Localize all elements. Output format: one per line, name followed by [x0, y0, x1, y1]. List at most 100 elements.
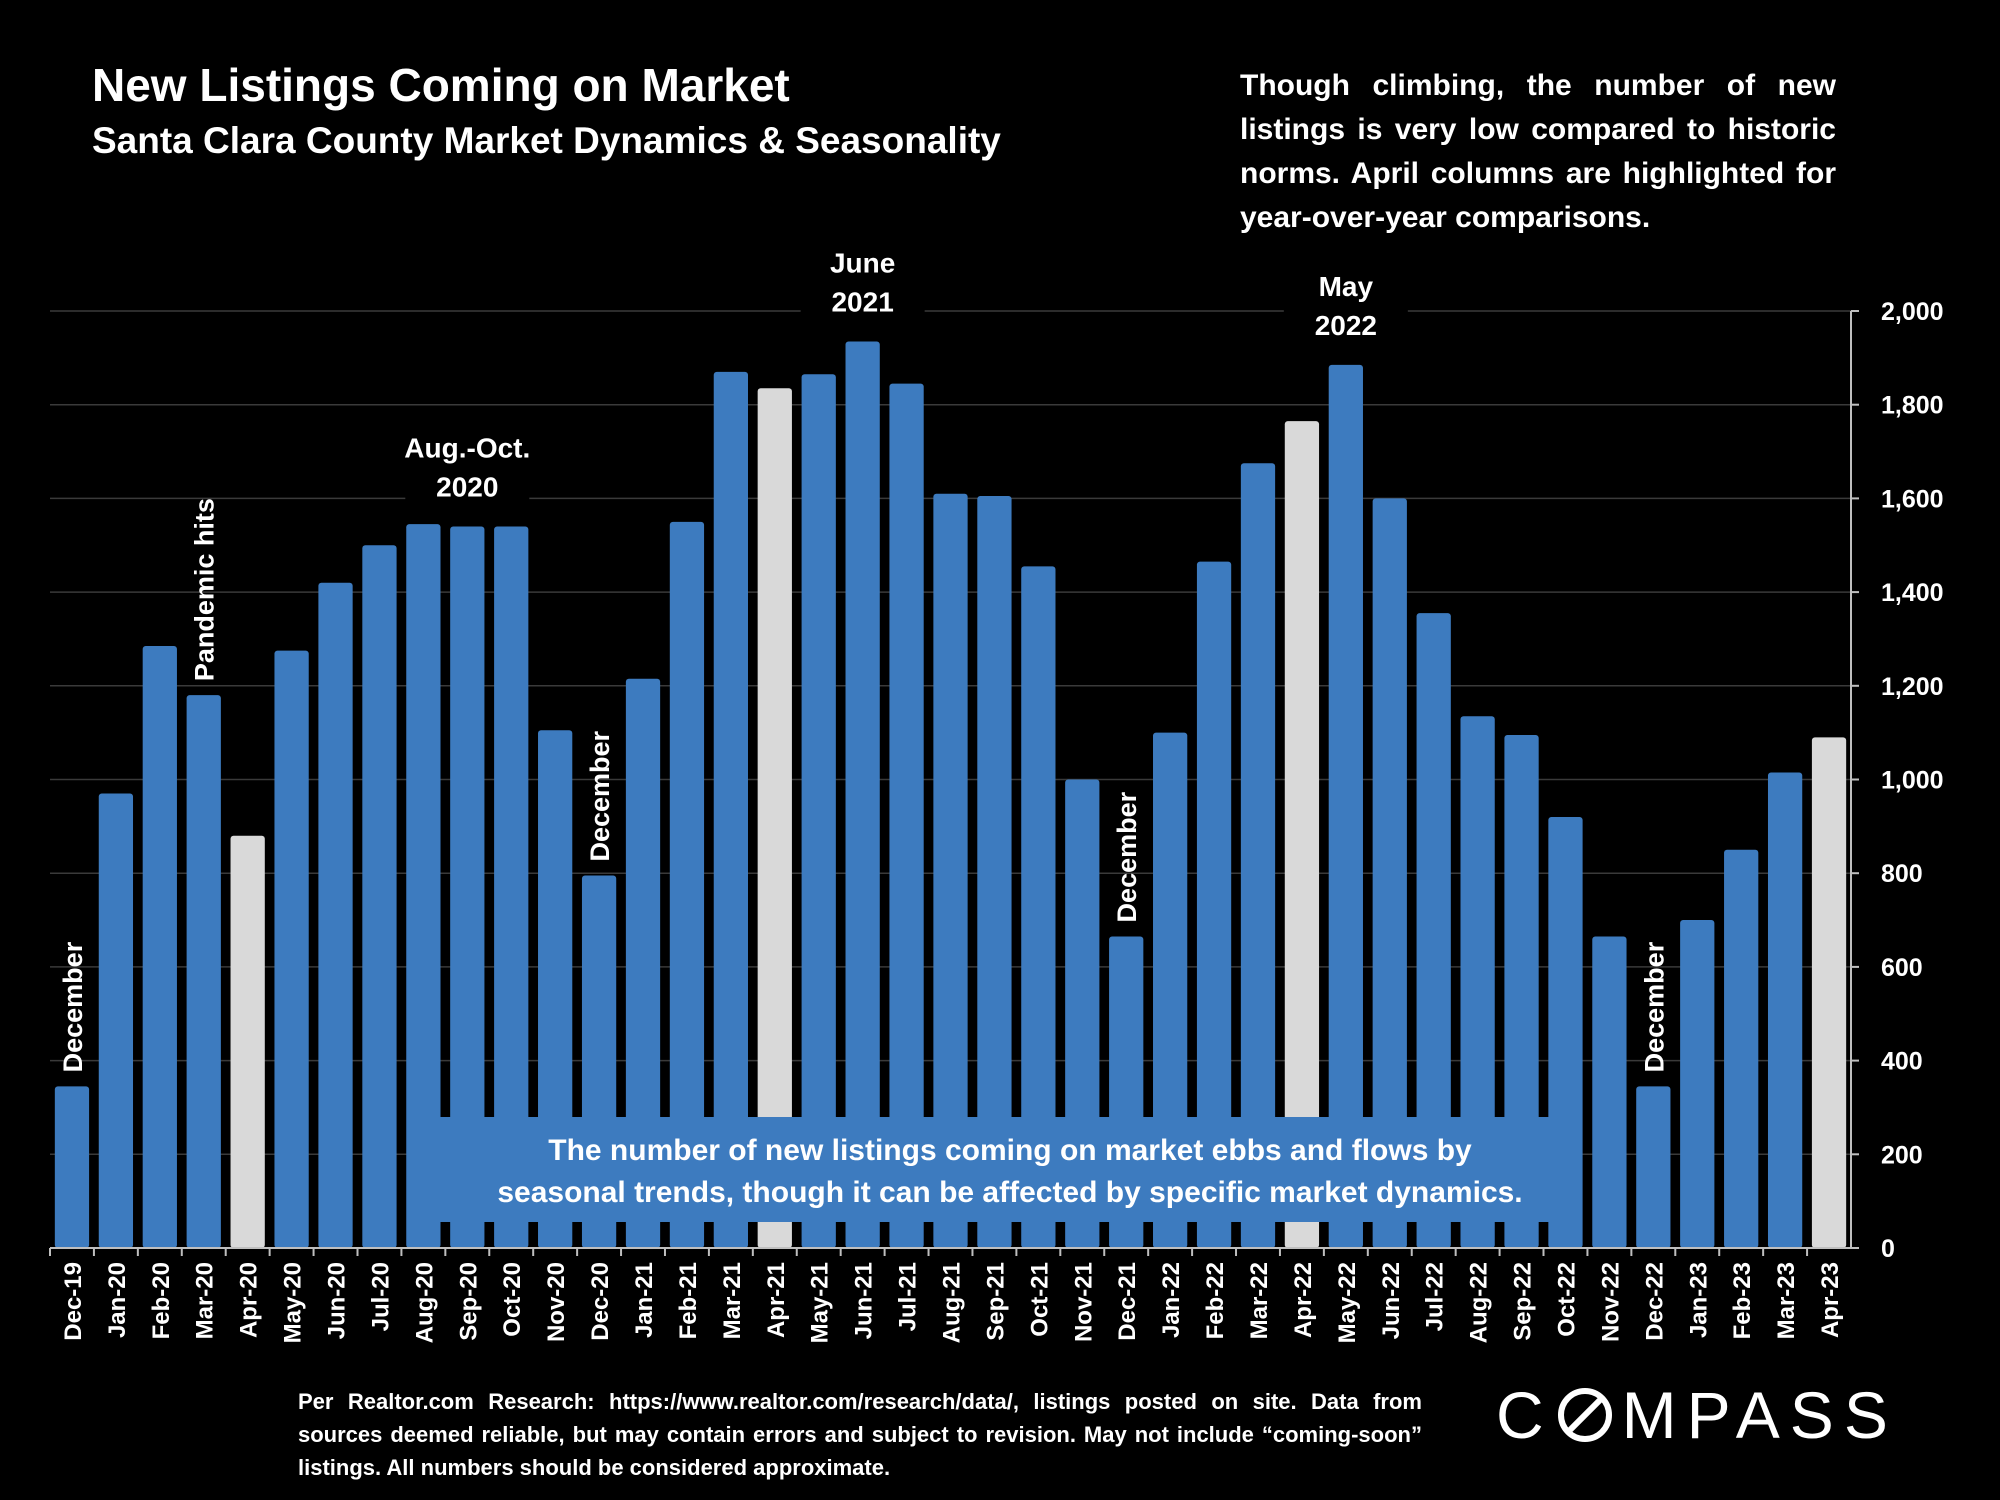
annotation-backdrop — [800, 242, 925, 323]
bar — [1680, 920, 1715, 1248]
bar — [1767, 772, 1803, 1248]
x-tick-label: Jun-20 — [324, 1262, 351, 1339]
annotation-label: December — [58, 941, 88, 1072]
callout-line-1: The number of new listings coming on mar… — [548, 1134, 1472, 1167]
axes: 0 200 400 600 800 1,000 1,200 1,400 1,600 1,800 2,… — [49, 298, 1944, 1343]
bar — [1460, 716, 1495, 1248]
callout-box: The number of new listings coming on mar… — [438, 1117, 1582, 1222]
annotation-label: December — [1639, 941, 1669, 1072]
x-tick-label: Sep-20 — [455, 1262, 482, 1341]
bar — [845, 341, 880, 1248]
bar — [54, 1086, 90, 1248]
x-tick-label: Nov-22 — [1597, 1262, 1624, 1342]
x-tick-label: Oct-21 — [1026, 1262, 1053, 1337]
bar — [406, 524, 441, 1248]
source-note: Per Realtor.com Research: https://www.re… — [298, 1389, 1422, 1480]
bar — [1416, 613, 1451, 1248]
y-tick-label: 200 — [1881, 1141, 1923, 1169]
annotation-label: December — [1112, 791, 1142, 922]
bar — [801, 374, 836, 1248]
x-tick-label: Jul-20 — [367, 1262, 394, 1331]
logo-o-mark — [1557, 1388, 1612, 1442]
x-tick-label: Oct-20 — [499, 1262, 526, 1337]
x-tick-label: Jul-22 — [1422, 1262, 1449, 1331]
bar — [933, 493, 968, 1249]
bars — [54, 341, 1847, 1249]
y-tick-label: 2,000 — [1881, 298, 1944, 326]
x-tick-label: Dec-21 — [1114, 1262, 1141, 1341]
x-tick-label: May-20 — [280, 1262, 307, 1343]
y-tick-label: 0 — [1881, 1235, 1895, 1263]
y-tick-label: 1,200 — [1881, 673, 1944, 701]
x-tick-label: Jan-23 — [1685, 1262, 1712, 1338]
bar — [757, 388, 792, 1248]
logo-letter-c: C — [1496, 1378, 1554, 1452]
x-tick-label: Aug-22 — [1466, 1262, 1493, 1343]
x-tick-label: Feb-20 — [148, 1262, 175, 1339]
y-tick-label: 800 — [1881, 860, 1923, 888]
bar — [1724, 849, 1759, 1248]
chart-subtitle: Santa Clara County Market Dynamics & Sea… — [92, 120, 1001, 161]
bar — [713, 371, 748, 1248]
x-tick-label: Apr-23 — [1817, 1262, 1844, 1338]
y-tick-label: 600 — [1881, 954, 1923, 982]
compass-logo: C MPASS — [1496, 1377, 1898, 1453]
bar — [98, 793, 134, 1248]
x-tick-label: May-21 — [807, 1262, 834, 1343]
x-tick-label: Dec-19 — [60, 1262, 87, 1341]
y-tick-label: 400 — [1881, 1048, 1923, 1076]
bar — [977, 496, 1012, 1248]
bar — [669, 521, 705, 1248]
annotation-label: December — [585, 730, 615, 861]
x-tick-label: Aug-21 — [939, 1262, 966, 1343]
chart-title: New Listings Coming on Market — [92, 59, 790, 111]
x-tick-label: Mar-20 — [192, 1262, 219, 1339]
annotation-label: Pandemic hits — [190, 498, 220, 681]
x-tick-label: Feb-22 — [1202, 1262, 1229, 1339]
x-tick-label: Mar-21 — [719, 1262, 746, 1339]
bar — [230, 835, 265, 1248]
logo-letters: MPASS — [1621, 1378, 1898, 1452]
bar — [274, 650, 309, 1248]
commentary-note: Though climbing, the number of new listi… — [1240, 69, 1836, 234]
x-tick-label: Aug-20 — [411, 1262, 438, 1343]
x-tick-label: Feb-21 — [675, 1262, 702, 1339]
bar — [1811, 737, 1847, 1248]
bar — [1021, 566, 1056, 1248]
bar — [1636, 1086, 1671, 1248]
bar — [1328, 364, 1363, 1248]
y-tick-label: 1,800 — [1881, 392, 1944, 420]
bar — [494, 526, 529, 1248]
annotation-label: June — [830, 247, 895, 278]
annotation-label: 2020 — [436, 472, 498, 503]
annotation-label: May — [1319, 271, 1374, 302]
annotation-backdrop — [405, 427, 530, 508]
y-tick-label: 1,000 — [1881, 767, 1944, 795]
x-tick-label: Sep-21 — [982, 1262, 1009, 1341]
x-tick-label: Jul-21 — [895, 1262, 922, 1331]
x-tick-label: Dec-22 — [1641, 1262, 1668, 1341]
bar — [1372, 498, 1407, 1248]
x-tick-label: Jan-22 — [1158, 1262, 1185, 1338]
annotation-backdrop — [1283, 265, 1408, 346]
annotations: December Pandemic hits Aug.-Oct. 2020 Decemb… — [58, 242, 1669, 1072]
x-tick-label: Nov-21 — [1070, 1262, 1097, 1342]
x-tick-label: Mar-23 — [1773, 1262, 1800, 1339]
x-tick-label: Oct-22 — [1553, 1262, 1580, 1337]
bar — [889, 383, 924, 1248]
x-tick-label: Apr-22 — [1290, 1262, 1317, 1338]
bar — [450, 526, 485, 1248]
x-tick-label: Sep-22 — [1510, 1262, 1537, 1341]
x-tick-label: Apr-20 — [236, 1262, 263, 1338]
bar — [186, 695, 221, 1248]
x-tick-label: Feb-23 — [1729, 1262, 1756, 1339]
annotation-label: 2021 — [831, 286, 893, 317]
x-tick-label: Mar-22 — [1246, 1262, 1273, 1339]
annotation-label: Aug.-Oct. — [404, 433, 530, 464]
bar — [318, 582, 353, 1248]
annotation-label: 2022 — [1315, 310, 1377, 341]
bar — [1592, 936, 1627, 1248]
x-tick-label: May-22 — [1334, 1262, 1361, 1343]
bar — [1284, 421, 1320, 1248]
